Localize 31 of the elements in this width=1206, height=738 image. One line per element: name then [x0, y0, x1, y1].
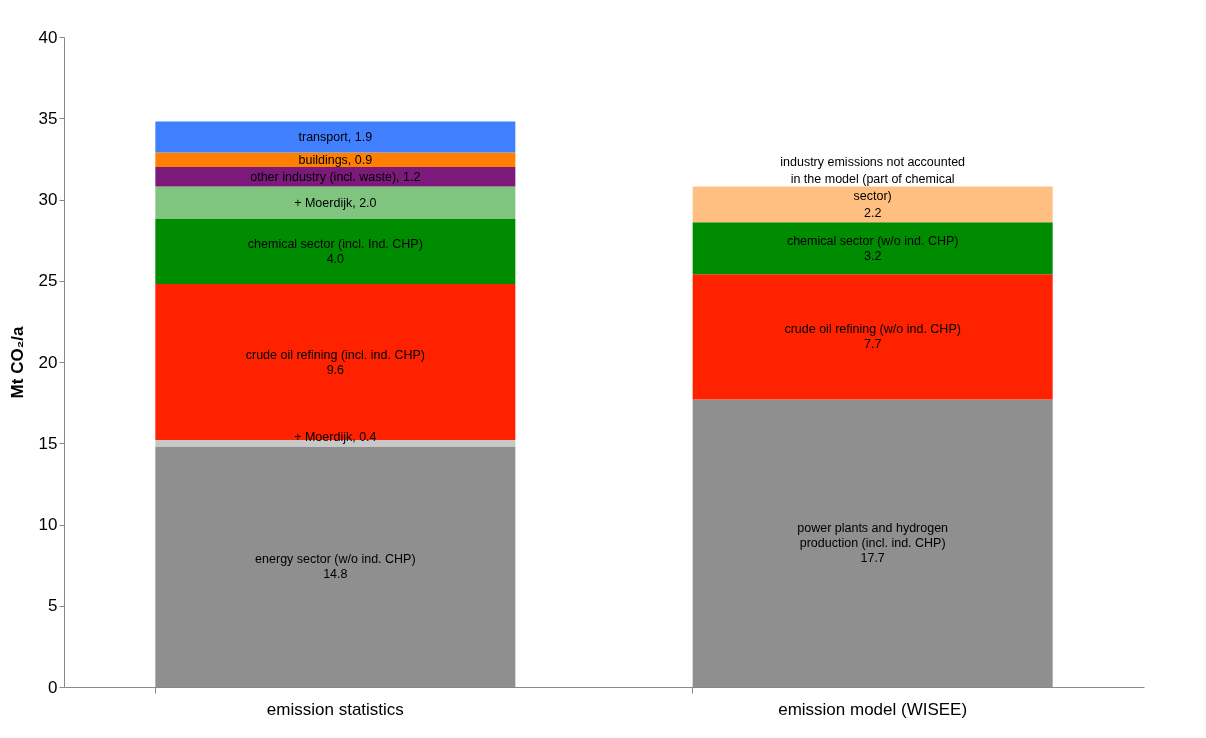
y-tick-label: 15 [38, 433, 58, 453]
bar [155, 219, 516, 284]
data-label: power plants and hydrogen production (incl. ind. CHP) 17.7 [797, 521, 949, 566]
data-label: + Moerdijk, 2.0 [294, 195, 377, 210]
data-label: transport, 1.9 [298, 129, 373, 144]
y-tick-label: 10 [38, 515, 58, 534]
data-label: buildings, 0.9 [298, 152, 373, 167]
y-axis-title: Mt CO₂/a [7, 326, 27, 399]
x-tick-label: emission model (WISEE) [778, 699, 968, 719]
y-tick-label: 35 [38, 108, 58, 128]
bar [692, 222, 1053, 275]
y-tick-label: 40 [38, 27, 58, 47]
bar [155, 167, 516, 187]
data-label: crude oil refining (w/o ind. CHP) 7.7 [784, 322, 961, 352]
y-tick-label: 20 [38, 352, 58, 372]
y-tick-label: 25 [38, 271, 58, 291]
data-label: industry emissions not accounted in the model (part of chemical sector) 2.2 [780, 154, 966, 220]
data-label: chemical sector (incl. Ind. CHP) 4.0 [247, 237, 423, 266]
bar [155, 121, 516, 153]
data-label: chemical sector (w/o ind. CHP) 3.2 [786, 233, 959, 263]
y-tick-label: 30 [38, 190, 58, 209]
bar [692, 274, 1053, 400]
data-label: energy sector (w/o ind. CHP) 14.8 [255, 552, 416, 582]
data-label: crude oil refining (incl. ind. CHP) 9.6 [245, 347, 425, 377]
data-label: other industry (incl. waste), 1.2 [250, 169, 421, 184]
bar [692, 186, 1053, 223]
bar [155, 152, 516, 167]
y-tick-label: 0 [48, 677, 58, 697]
bar [155, 186, 516, 219]
y-tick-label: 5 [48, 596, 58, 616]
x-tick-label: emission statistics [266, 699, 404, 719]
